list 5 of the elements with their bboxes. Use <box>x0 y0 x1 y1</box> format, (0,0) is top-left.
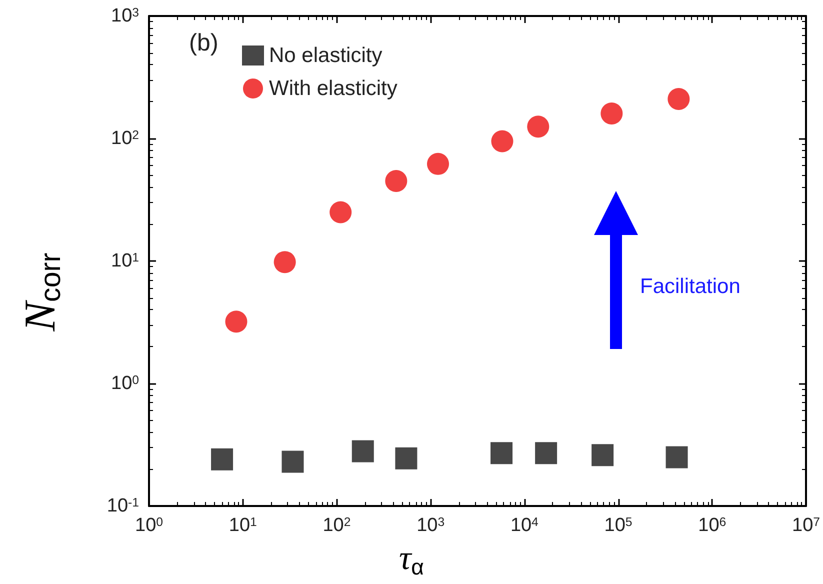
annotation: Facilitation <box>640 275 740 298</box>
annotation: (b) <box>189 30 218 56</box>
legend-label: With elasticity <box>269 77 398 100</box>
legend-label: No elasticity <box>269 44 383 67</box>
y-axis-title: Ncorr <box>16 252 67 332</box>
